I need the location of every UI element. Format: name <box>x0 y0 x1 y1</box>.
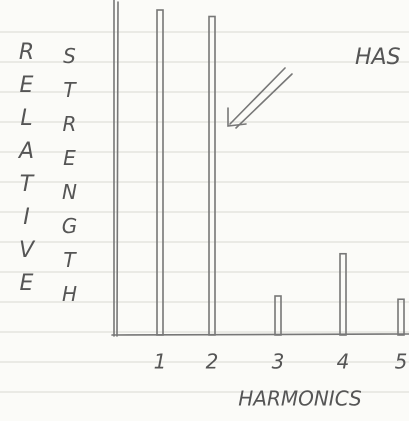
y-axis-label: RELATIVE <box>14 40 39 304</box>
x-tick-label: 4 <box>337 350 350 374</box>
arrow <box>228 68 292 128</box>
y-axis <box>117 2 118 336</box>
chart: RELATIVE STRENGTH HAS HARMONICS 1 2 3 4 5 <box>0 0 409 421</box>
annotation: HAS <box>355 45 401 70</box>
bar <box>209 17 215 336</box>
page: {"chart_data": {"type": "bar", "annotati… <box>0 0 409 421</box>
x-tick-label: 1 <box>154 350 167 374</box>
x-tick-label: 2 <box>206 350 219 374</box>
x-axis-label: HARMONICS <box>238 387 362 411</box>
bar <box>157 10 163 335</box>
bar <box>398 299 404 335</box>
y-axis-label: STRENGTH <box>58 44 82 316</box>
x-tick-label: 5 <box>395 350 408 374</box>
x-tick-label: 3 <box>272 350 285 374</box>
bar <box>340 254 346 335</box>
